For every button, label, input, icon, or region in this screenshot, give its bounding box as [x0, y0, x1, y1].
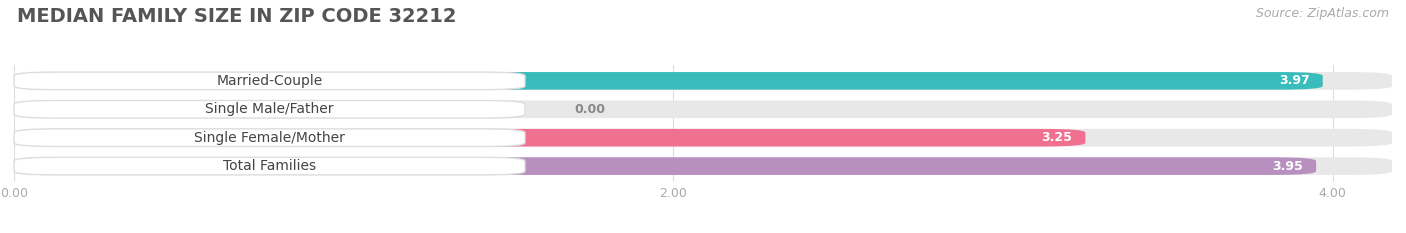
Text: 3.97: 3.97: [1279, 74, 1309, 87]
Text: 0.00: 0.00: [575, 103, 606, 116]
FancyBboxPatch shape: [14, 129, 1392, 147]
FancyBboxPatch shape: [14, 157, 524, 175]
FancyBboxPatch shape: [14, 72, 524, 90]
FancyBboxPatch shape: [14, 100, 1392, 118]
FancyBboxPatch shape: [14, 157, 1392, 175]
FancyBboxPatch shape: [14, 72, 1323, 90]
FancyBboxPatch shape: [14, 129, 1085, 147]
Text: Source: ZipAtlas.com: Source: ZipAtlas.com: [1256, 7, 1389, 20]
FancyBboxPatch shape: [14, 100, 524, 118]
Text: 3.95: 3.95: [1272, 160, 1303, 173]
Text: Single Male/Father: Single Male/Father: [205, 102, 333, 116]
FancyBboxPatch shape: [14, 129, 524, 147]
Text: Total Families: Total Families: [224, 159, 316, 173]
Text: MEDIAN FAMILY SIZE IN ZIP CODE 32212: MEDIAN FAMILY SIZE IN ZIP CODE 32212: [17, 7, 457, 26]
FancyBboxPatch shape: [14, 72, 1392, 90]
Text: Married-Couple: Married-Couple: [217, 74, 322, 88]
FancyBboxPatch shape: [14, 157, 1316, 175]
Text: 3.25: 3.25: [1042, 131, 1073, 144]
Text: Single Female/Mother: Single Female/Mother: [194, 131, 344, 145]
